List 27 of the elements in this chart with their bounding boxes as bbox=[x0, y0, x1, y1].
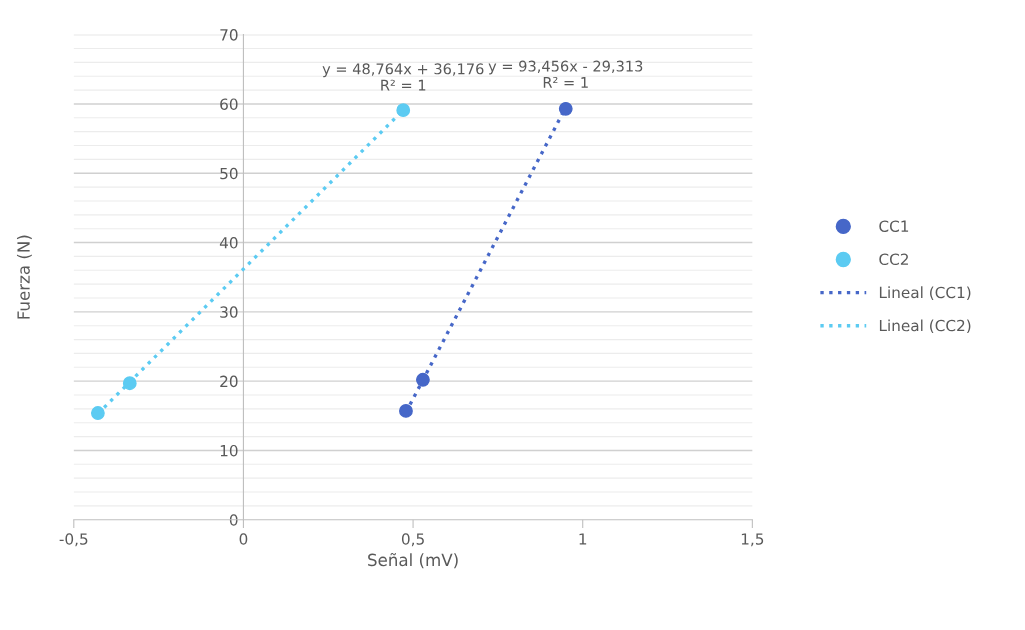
x-tick-label: 1 bbox=[579, 533, 587, 545]
point bbox=[416, 372, 430, 387]
x-tick-label: 0 bbox=[239, 533, 248, 545]
point bbox=[122, 376, 137, 391]
x-tick-label: 1,5 bbox=[741, 533, 764, 547]
annotation: y = 48,764x + 36,176 R² = 1 bbox=[322, 63, 484, 91]
y-tick-label: 0 bbox=[229, 514, 238, 526]
y-tick-label: 50 bbox=[220, 167, 238, 180]
y-tick-label: 60 bbox=[220, 98, 238, 110]
point bbox=[558, 101, 573, 116]
y-axis-title: Fuerza (N) bbox=[16, 235, 32, 319]
y-tick-label: 40 bbox=[219, 237, 238, 249]
y-tick-label: 10 bbox=[220, 444, 238, 457]
x-tick-label: 0,5 bbox=[401, 533, 424, 547]
legend-label: Lineal (CC2) bbox=[879, 319, 971, 334]
y-tick-label: 30 bbox=[220, 306, 238, 318]
x-tick-label: -0,5 bbox=[59, 533, 88, 547]
legend-label: CC2 bbox=[879, 253, 908, 266]
point bbox=[399, 404, 413, 418]
legend-label: CC1 bbox=[879, 220, 909, 232]
point bbox=[396, 103, 411, 118]
y-tick-label: 70 bbox=[220, 29, 238, 41]
point bbox=[90, 406, 105, 420]
x-axis-title: Señal (mV) bbox=[368, 553, 458, 569]
legend-label: Lineal (CC1) bbox=[879, 286, 971, 300]
annotation: y = 93,456x - 29,313 R² = 1 bbox=[488, 60, 643, 88]
y-tick-label: 20 bbox=[220, 375, 238, 388]
